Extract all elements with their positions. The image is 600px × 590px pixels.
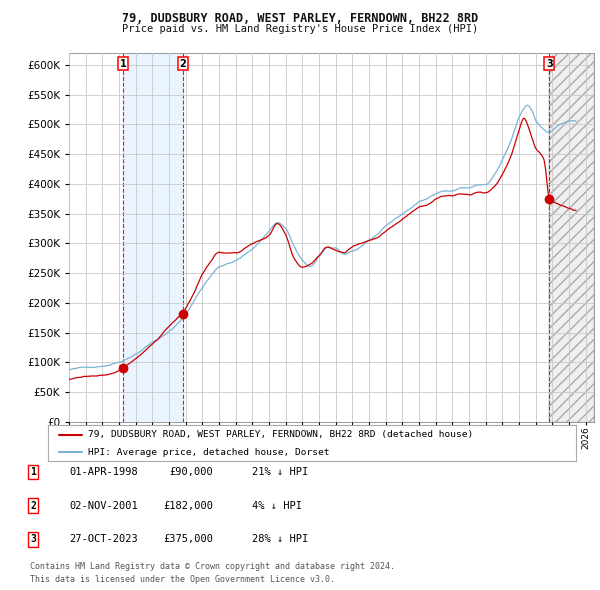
Text: 02-NOV-2001: 02-NOV-2001: [69, 501, 138, 510]
Text: 79, DUDSBURY ROAD, WEST PARLEY, FERNDOWN, BH22 8RD: 79, DUDSBURY ROAD, WEST PARLEY, FERNDOWN…: [122, 12, 478, 25]
Text: £90,000: £90,000: [169, 467, 213, 477]
Text: 79, DUDSBURY ROAD, WEST PARLEY, FERNDOWN, BH22 8RD (detached house): 79, DUDSBURY ROAD, WEST PARLEY, FERNDOWN…: [88, 430, 473, 439]
Bar: [550, 53, 594, 422]
Text: 2: 2: [179, 58, 187, 68]
Text: 2: 2: [30, 501, 36, 510]
Text: 28% ↓ HPI: 28% ↓ HPI: [252, 535, 308, 544]
Text: Price paid vs. HM Land Registry's House Price Index (HPI): Price paid vs. HM Land Registry's House …: [122, 24, 478, 34]
Bar: [123, 53, 183, 422]
Text: This data is licensed under the Open Government Licence v3.0.: This data is licensed under the Open Gov…: [30, 575, 335, 584]
Text: HPI: Average price, detached house, Dorset: HPI: Average price, detached house, Dors…: [88, 448, 329, 457]
Text: £375,000: £375,000: [163, 535, 213, 544]
Text: 3: 3: [546, 58, 553, 68]
Text: 1: 1: [30, 467, 36, 477]
Text: Contains HM Land Registry data © Crown copyright and database right 2024.: Contains HM Land Registry data © Crown c…: [30, 562, 395, 571]
Text: 01-APR-1998: 01-APR-1998: [69, 467, 138, 477]
Text: 21% ↓ HPI: 21% ↓ HPI: [252, 467, 308, 477]
Text: 27-OCT-2023: 27-OCT-2023: [69, 535, 138, 544]
Text: 4% ↓ HPI: 4% ↓ HPI: [252, 501, 302, 510]
Bar: [550, 53, 594, 422]
Text: £182,000: £182,000: [163, 501, 213, 510]
Text: 1: 1: [120, 58, 127, 68]
Text: 3: 3: [30, 535, 36, 544]
